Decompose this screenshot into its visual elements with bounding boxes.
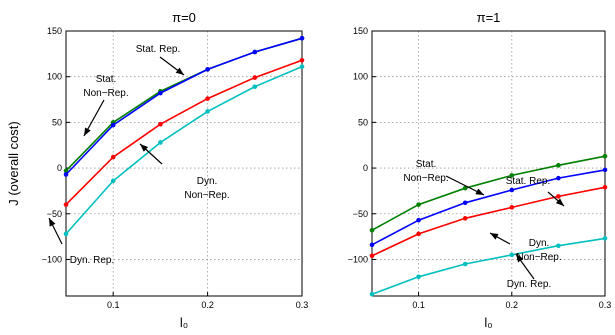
data-point <box>462 185 468 191</box>
data-point <box>158 90 163 96</box>
annotation-label: Stat. <box>416 159 437 170</box>
data-point <box>509 252 515 258</box>
y-tick-label: −50 <box>47 209 62 219</box>
y-tick-label: 50 <box>358 117 368 127</box>
data-point <box>299 36 305 41</box>
arrow-head <box>175 67 184 75</box>
data-point <box>369 227 375 233</box>
x-tick-label: 0.2 <box>201 300 214 310</box>
y-tick-label: 150 <box>47 26 62 36</box>
chart-title: π=0 <box>172 10 196 25</box>
data-point <box>205 109 210 114</box>
arrow-head <box>140 144 149 152</box>
data-point <box>416 274 421 280</box>
annotation-label: Dyn. <box>529 238 550 249</box>
annotation-label: Stat. Rep. <box>136 44 180 55</box>
arrow-head <box>555 198 564 206</box>
data-point <box>63 168 69 174</box>
data-point <box>556 243 561 249</box>
series-line <box>65 37 303 176</box>
annotation-label: Non−Rep. <box>184 190 229 201</box>
annotation-label: Non−Rep. <box>403 173 448 184</box>
x-tick-label: 0.3 <box>599 300 612 310</box>
y-tick-label: −50 <box>353 209 368 219</box>
series-line <box>371 186 606 257</box>
y-tick-label: −100 <box>42 254 62 264</box>
annotation-label: Stat. Rep. <box>506 176 550 187</box>
x-axis-label: l₀ <box>484 315 492 330</box>
data-point <box>416 217 421 223</box>
series-line <box>371 169 606 246</box>
annotation-label: Stat. <box>96 74 117 85</box>
data-point <box>556 175 561 181</box>
data-point <box>110 154 116 160</box>
data-point <box>462 216 468 221</box>
series-line <box>65 59 303 206</box>
data-point <box>509 173 515 178</box>
annotation-label: Non−Rep. <box>83 88 128 99</box>
data-point <box>602 236 608 241</box>
y-axis-label: J (overall cost) <box>6 121 21 206</box>
data-point <box>369 242 375 248</box>
annotation-label: Dyn. <box>197 176 218 187</box>
data-point <box>158 121 163 127</box>
chart-title: π=1 <box>477 10 501 25</box>
panel-1: 0.1 0.2 0.3 −100 −50 0 50 100 150 π=1 l₀ Stat. Rep.… <box>348 10 612 330</box>
data-point <box>110 122 116 128</box>
data-point <box>462 261 468 267</box>
x-tick-label: 0.3 <box>296 300 309 310</box>
data-point <box>63 231 69 237</box>
x-tick-label: 0.2 <box>506 300 519 310</box>
data-point <box>63 202 69 207</box>
data-point <box>299 64 305 69</box>
data-point <box>416 202 421 207</box>
data-point <box>556 194 561 199</box>
annotation-label: Dyn. Rep. <box>507 279 551 290</box>
series-line <box>371 237 606 295</box>
data-point <box>369 253 375 259</box>
y-tick-label: −100 <box>348 254 368 264</box>
x-tick-label: 0.1 <box>107 300 120 310</box>
data-point <box>205 67 210 72</box>
data-point <box>416 231 421 237</box>
data-point <box>509 205 515 210</box>
data-point <box>252 75 258 80</box>
axes-frame <box>371 30 606 297</box>
data-point <box>158 140 163 145</box>
y-tick-label: 100 <box>353 72 368 82</box>
data-point <box>110 178 116 184</box>
arrow-head <box>49 218 56 227</box>
x-tick-label: 0.1 <box>412 300 425 310</box>
axes-frame <box>65 30 303 297</box>
arrow-head <box>490 233 499 240</box>
data-point <box>63 172 69 177</box>
y-tick-label: 0 <box>57 163 62 173</box>
data-point <box>462 200 468 206</box>
annotation-label: Dyn. Rep. <box>70 255 114 266</box>
data-point <box>252 49 258 55</box>
arrow-head <box>84 127 91 136</box>
data-point <box>252 84 258 90</box>
data-point <box>602 184 608 190</box>
data-point <box>556 163 561 168</box>
panel-0: 0.1 0.2 0.3 −100 −50 0 50 100 150 π=0 l₀ J (overall… <box>6 10 308 330</box>
arrow-head <box>516 254 524 263</box>
x-axis-label: l₀ <box>180 315 188 330</box>
annotation-label: Non−Rep. <box>516 252 561 263</box>
data-point <box>602 153 608 159</box>
y-tick-label: 50 <box>52 117 62 127</box>
arrow-head <box>475 188 484 195</box>
data-point <box>509 187 515 193</box>
series-line <box>371 155 606 231</box>
y-tick-label: 100 <box>47 72 62 82</box>
data-point <box>602 167 608 173</box>
data-point <box>299 57 305 63</box>
y-tick-label: 0 <box>363 163 368 173</box>
series-line <box>65 65 303 235</box>
data-point <box>205 96 210 101</box>
y-tick-label: 150 <box>353 26 368 36</box>
data-point <box>369 291 375 297</box>
